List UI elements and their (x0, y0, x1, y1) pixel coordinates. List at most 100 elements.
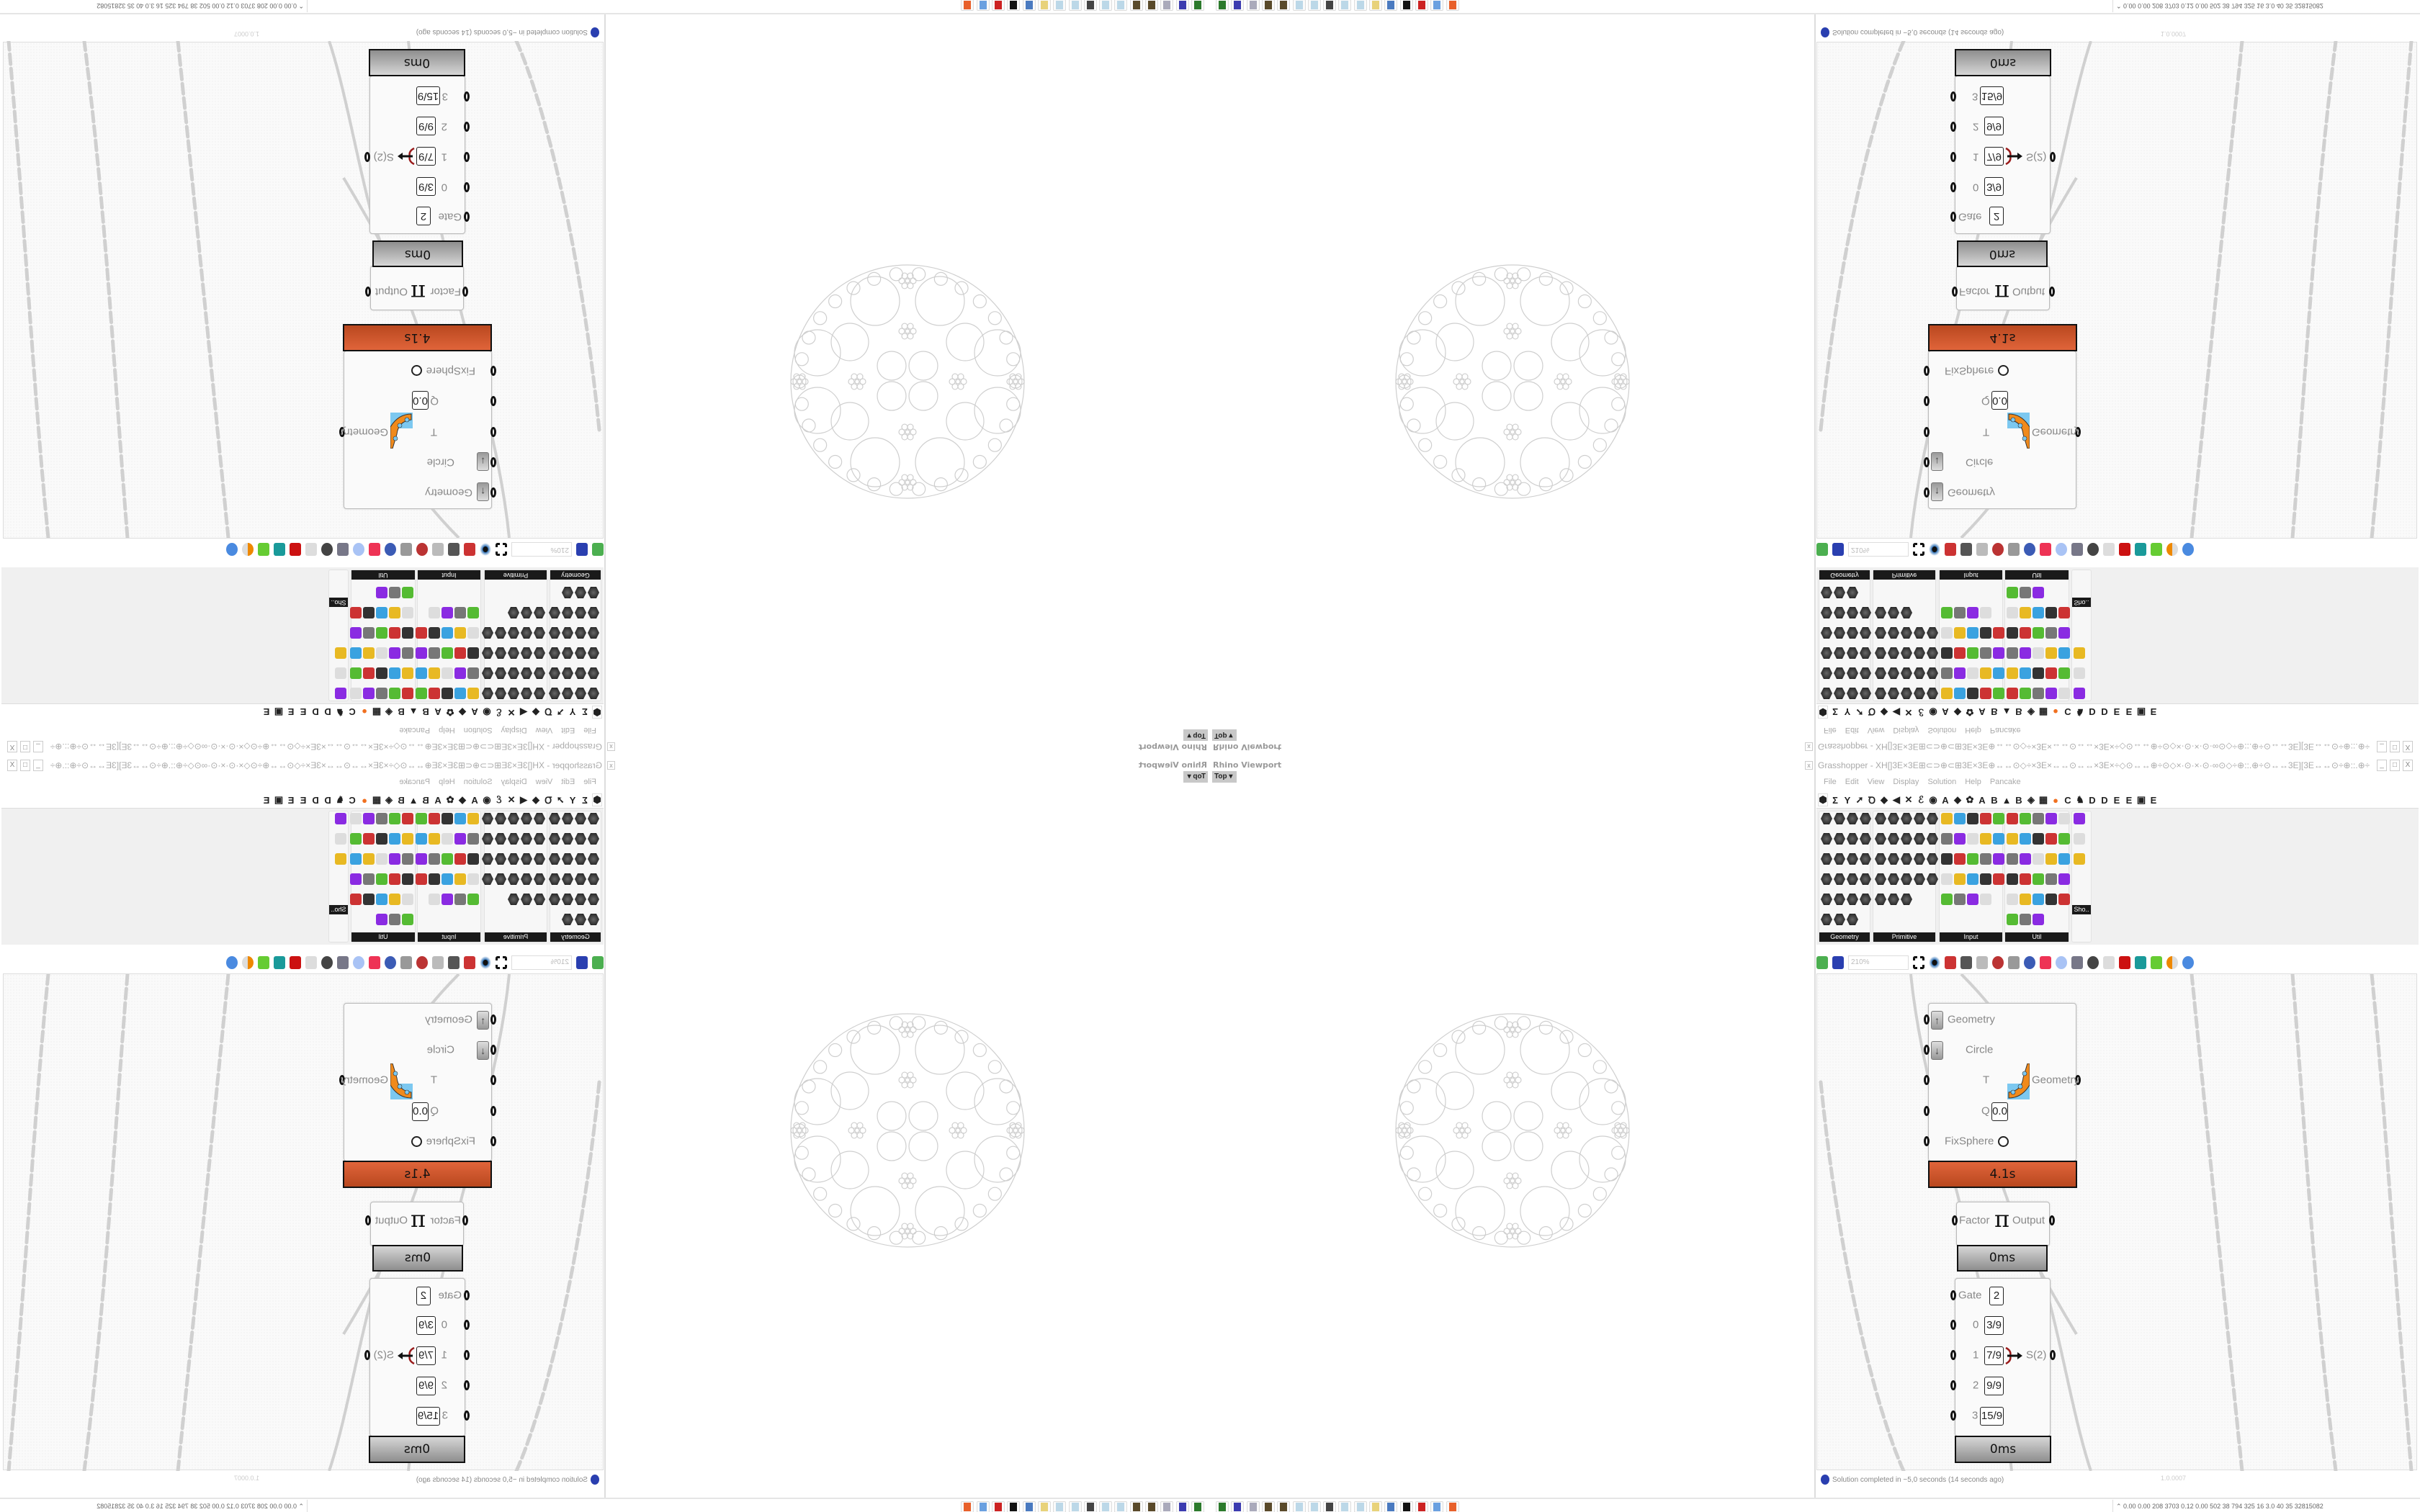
component-icon[interactable] (1954, 607, 1966, 618)
component-icon[interactable] (1993, 813, 2004, 824)
output-port[interactable] (2050, 1350, 2056, 1360)
close-button[interactable]: X (7, 760, 17, 771)
component-icon[interactable] (508, 688, 519, 699)
input-port[interactable] (490, 487, 496, 498)
stream-value[interactable]: 3/9 (416, 177, 436, 196)
component-icon[interactable] (588, 627, 599, 639)
wire-icon[interactable] (337, 956, 349, 969)
component-icon[interactable] (1860, 813, 1871, 824)
panel-label[interactable]: Input (418, 932, 480, 942)
tab-21[interactable]: ♞ (2076, 707, 2084, 718)
tab-1[interactable]: Σ (1832, 706, 1838, 718)
green-icon[interactable] (2151, 543, 2162, 556)
component-icon[interactable] (335, 833, 346, 845)
tab-1[interactable]: Σ (582, 706, 588, 718)
component-icon[interactable] (1847, 914, 1858, 925)
input-port[interactable] (1950, 1290, 1956, 1300)
viewport-close-button[interactable]: x (607, 742, 615, 751)
component-icon[interactable] (1901, 647, 1912, 659)
component-icon[interactable] (389, 587, 400, 598)
component-icon[interactable] (2007, 873, 2018, 885)
component-icon[interactable] (1941, 853, 1953, 865)
component-icon[interactable] (454, 647, 466, 659)
component-icon[interactable] (588, 873, 599, 885)
component-icon[interactable] (2058, 873, 2070, 885)
menu-help[interactable]: Help (439, 726, 455, 734)
input-port[interactable] (1924, 1014, 1930, 1025)
search-icon[interactable] (2024, 956, 2035, 969)
picture-icon[interactable] (400, 543, 412, 556)
menu-file[interactable]: File (1824, 778, 1837, 786)
component-icon[interactable] (389, 813, 400, 824)
component-icon[interactable] (1967, 647, 1978, 659)
component-icon[interactable] (588, 833, 599, 845)
component-icon[interactable] (1980, 833, 1991, 845)
component-icon[interactable] (335, 853, 346, 865)
component-icon[interactable] (350, 647, 362, 659)
component-icon[interactable] (1875, 647, 1886, 659)
input-port[interactable] (490, 1014, 496, 1025)
input-port[interactable] (464, 1290, 470, 1300)
component-icon[interactable] (350, 813, 362, 824)
component-icon[interactable] (402, 627, 413, 639)
gear-app-icon[interactable] (1129, 1501, 1143, 1512)
component-icon[interactable] (1967, 627, 1978, 639)
component-icon[interactable] (1993, 873, 2004, 885)
output-port[interactable] (2050, 152, 2056, 162)
sphere-shade-icon[interactable] (321, 543, 333, 556)
tab-15[interactable]: ▲ (2002, 706, 2012, 718)
tab-11[interactable]: ◆ (459, 794, 466, 805)
component-icon[interactable] (376, 813, 387, 824)
component-icon[interactable] (1834, 833, 1845, 845)
tab-7[interactable]: ✕ (507, 707, 516, 718)
tab-9[interactable]: ◉ (1929, 707, 1937, 718)
notepad-icon[interactable] (1068, 0, 1082, 11)
component-icon[interactable] (1847, 647, 1858, 659)
tab-22[interactable]: D (2089, 706, 2096, 718)
tab-14[interactable]: B (422, 706, 429, 718)
component-icon[interactable] (1967, 607, 1978, 618)
tab-9[interactable]: ◉ (483, 794, 491, 805)
zoom-combobox[interactable]: 210% (1848, 542, 1909, 557)
component-icon[interactable] (1980, 607, 1991, 618)
tab-8[interactable]: ℰ (496, 707, 502, 718)
blue-sphere-icon[interactable] (2182, 543, 2194, 556)
arrow-up-icon[interactable]: ↑ (477, 482, 489, 501)
component-icon[interactable] (454, 667, 466, 679)
input-port[interactable] (464, 122, 470, 132)
wolf-icon[interactable] (1007, 1501, 1021, 1512)
firefox-icon[interactable] (961, 1501, 974, 1512)
grasshopper-canvas[interactable] (1816, 973, 2417, 1471)
panel-label[interactable]: Geometry (550, 932, 601, 942)
sphere-shade-icon[interactable] (321, 956, 333, 969)
tab-5[interactable]: ◆ (532, 794, 539, 805)
output-port[interactable] (365, 1215, 371, 1225)
component-icon[interactable] (2045, 853, 2057, 865)
component-icon[interactable] (562, 813, 573, 824)
input-port[interactable] (1952, 287, 1958, 297)
notepad-icon[interactable] (1099, 0, 1113, 11)
component-icon[interactable] (1954, 853, 1966, 865)
control-panel-icon[interactable] (1022, 0, 1036, 11)
component-icon[interactable] (575, 607, 586, 618)
tab-20[interactable]: C (349, 706, 356, 718)
gear-app-icon[interactable] (1261, 0, 1275, 11)
component-icon[interactable] (1847, 813, 1858, 824)
component-icon[interactable] (508, 894, 519, 905)
tab-17[interactable]: ◈ (2027, 707, 2035, 718)
component-icon[interactable] (1847, 853, 1858, 865)
64bit-floppy-icon[interactable] (1175, 0, 1189, 11)
preview-eye-icon[interactable] (1929, 543, 1940, 556)
tab-0[interactable]: ⬢ (592, 793, 602, 806)
component-icon[interactable] (549, 833, 560, 845)
component-icon[interactable] (454, 813, 466, 824)
component-icon[interactable] (495, 667, 506, 679)
bulb-icon[interactable] (353, 543, 364, 556)
component-icon[interactable] (416, 667, 427, 679)
component-icon[interactable] (442, 647, 453, 659)
gate-value[interactable]: 2 (416, 1287, 431, 1305)
component-icon[interactable] (454, 607, 466, 618)
panel-label[interactable]: Primitive (1873, 570, 1935, 580)
component-icon[interactable] (1888, 833, 1899, 845)
component-icon[interactable] (1860, 647, 1871, 659)
